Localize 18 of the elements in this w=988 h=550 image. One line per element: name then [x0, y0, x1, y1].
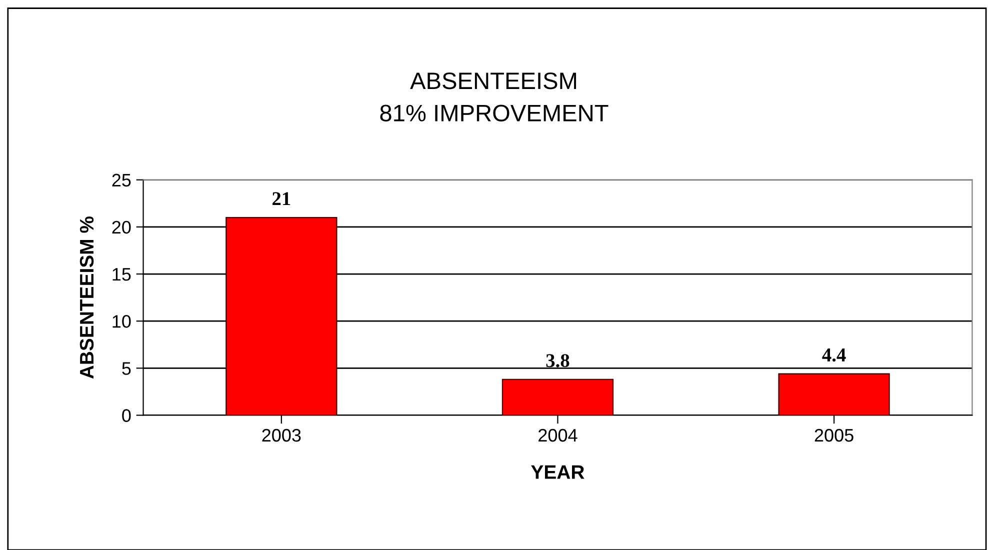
y-axis-title: ABSENTEEISM % — [80, 216, 94, 379]
data-label: 3.8 — [546, 354, 570, 368]
y-tick-label: 15 — [112, 268, 131, 281]
y-tick-label: 20 — [112, 220, 131, 234]
x-tick-label: 2003 — [262, 428, 301, 442]
y-tick-label: 5 — [122, 362, 131, 375]
x-tick-label: 2005 — [814, 428, 854, 442]
x-tick-label: 2004 — [538, 428, 578, 442]
data-label: 4.4 — [822, 348, 846, 362]
bar — [226, 216, 338, 416]
y-tick-label: 10 — [112, 315, 131, 328]
bar — [502, 378, 614, 416]
chart-title: ABSENTEEISM 81% IMPROVEMENT — [380, 72, 608, 122]
y-tick-label: 25 — [112, 174, 131, 187]
data-label: 21 — [272, 192, 290, 206]
y-tick-label: 0 — [122, 409, 131, 422]
x-axis-title: YEAR — [531, 465, 584, 479]
bar — [778, 373, 890, 416]
